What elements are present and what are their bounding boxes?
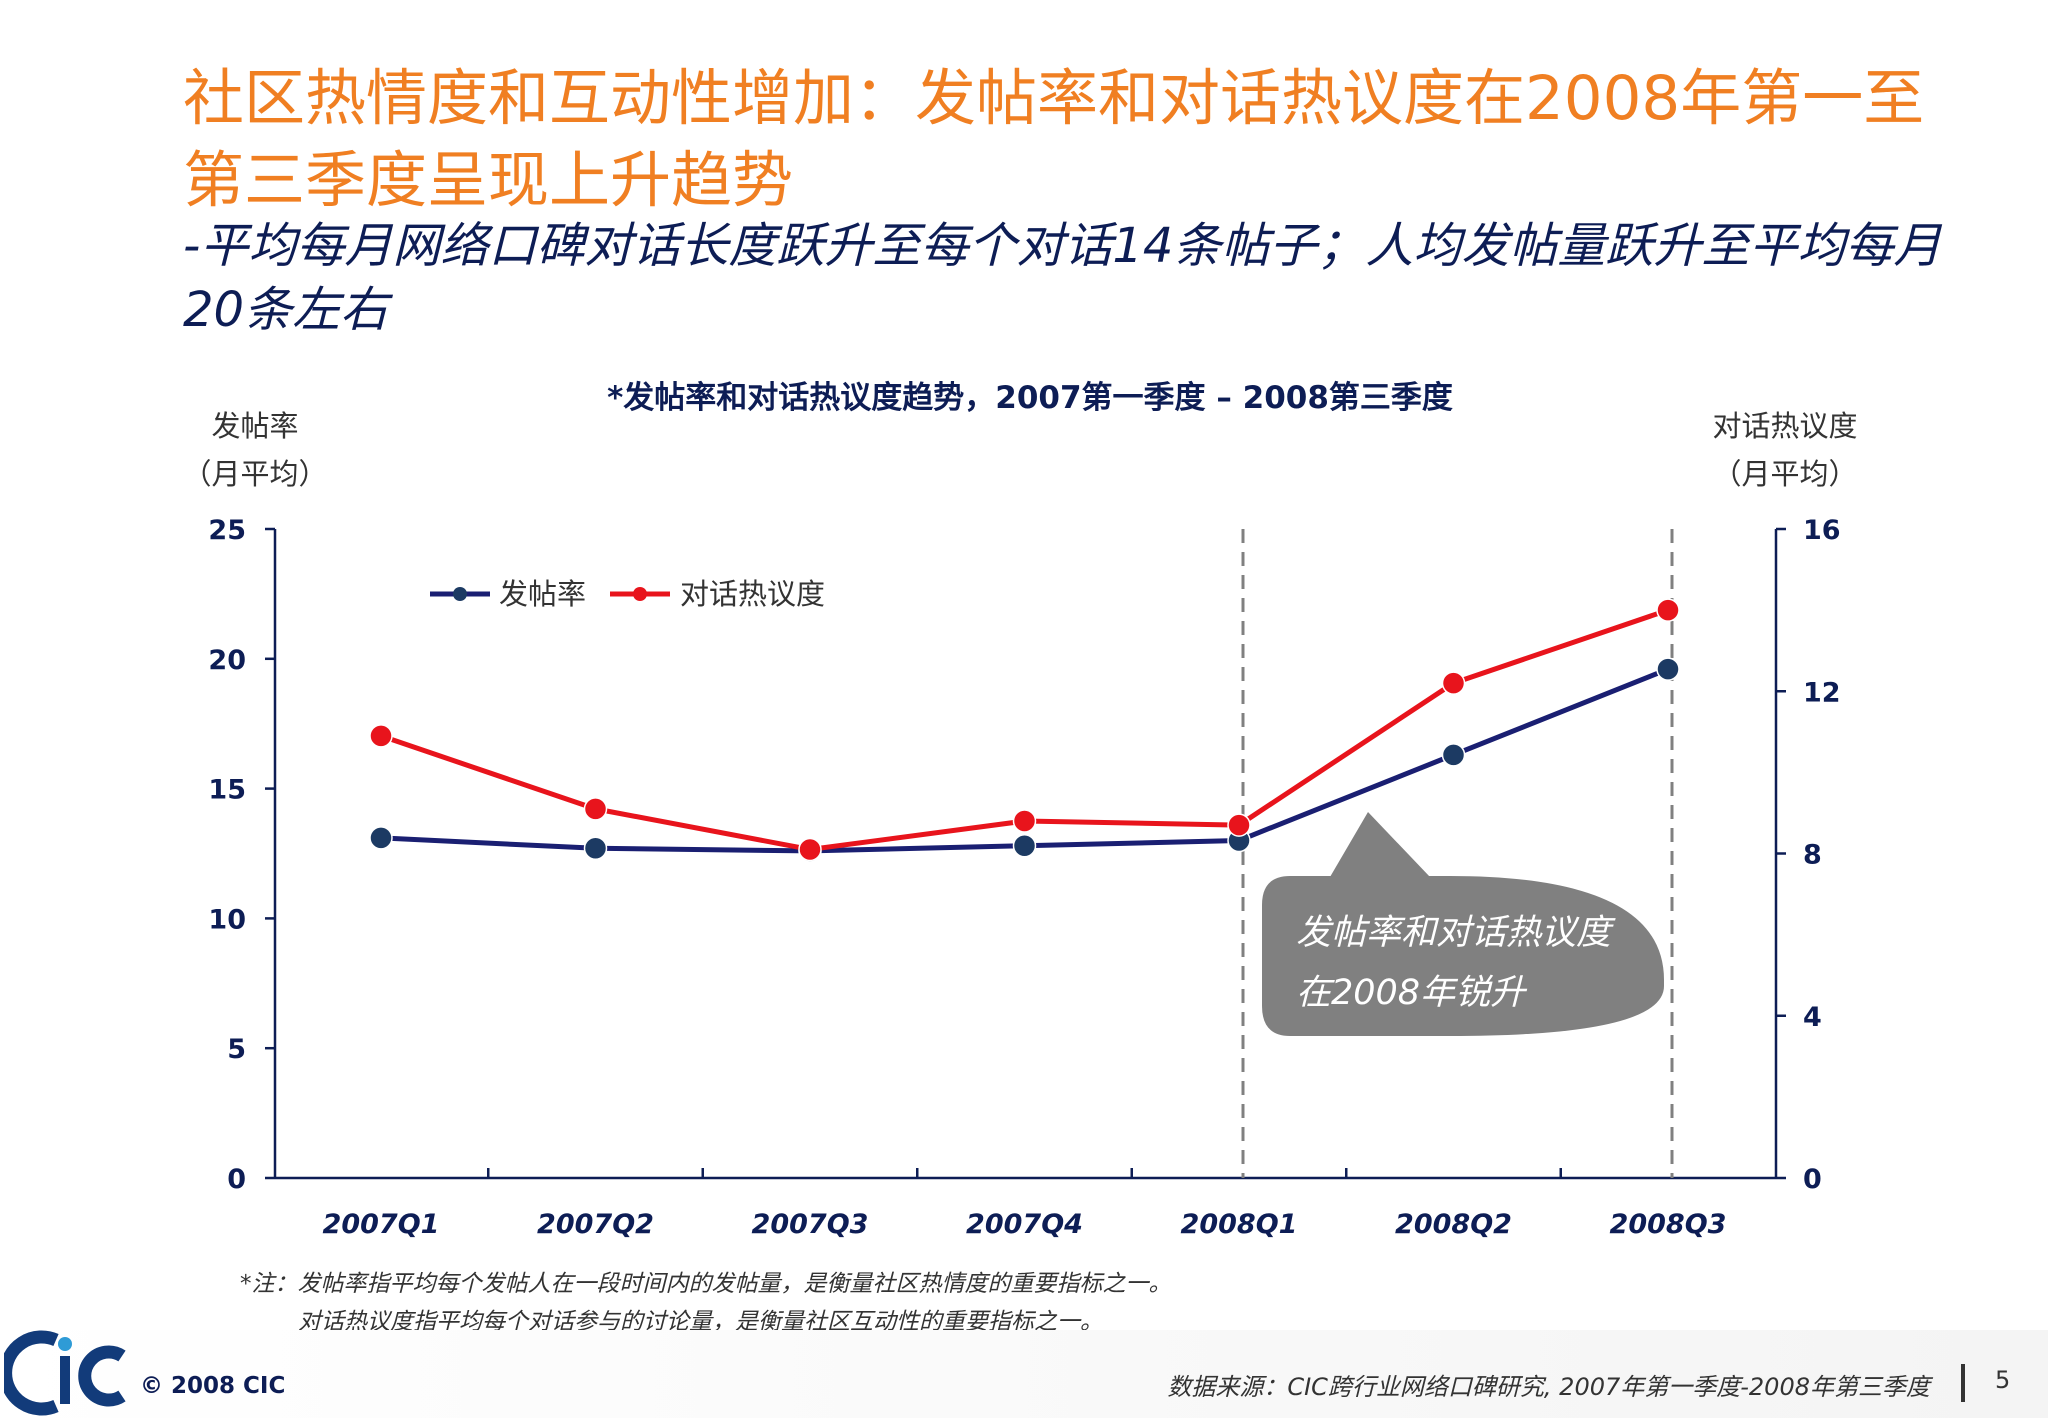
footer-bar: [0, 1330, 2048, 1418]
y-left-tick-label: 0: [227, 1164, 246, 1195]
legend-marker-2: [633, 587, 647, 601]
legend-label-1: 发帖率: [499, 577, 586, 611]
callout-text-line: 在2008年锐升: [1296, 973, 1528, 1013]
callout-text-line: 发帖率和对话热议度: [1296, 913, 1616, 953]
series-2-point: [1012, 809, 1037, 833]
footnote-posting-rate: *注：发帖率指平均每个发帖人在一段时间内的发帖量，是衡量社区热情度的重要指标之一…: [240, 1271, 1172, 1297]
callout-box: [1262, 876, 1664, 1036]
cic-logo: [4, 1330, 126, 1416]
x-tick-label: 2008Q3: [1610, 1209, 1727, 1240]
legend-label-2: 对话热议度: [680, 577, 825, 611]
series-1-point: [583, 836, 608, 861]
series-2-point: [1441, 671, 1466, 695]
y-right-tick-label: 4: [1803, 1002, 1822, 1033]
y-right-tick-label: 12: [1803, 677, 1841, 708]
y-axis-left-label: 发帖率 （月平均）: [170, 402, 340, 498]
series-2-point: [798, 837, 822, 862]
series-2-point: [583, 797, 608, 821]
series-1-point: [369, 826, 393, 850]
x-tick-label: 2008Q2: [1395, 1209, 1512, 1240]
chart-title: *发帖率和对话热议度趋势，2007第一季度 – 2008第三季度: [607, 380, 1453, 416]
slide-subtitle: -平均每月网络口碑对话长度跃升至每个对话14条帖子；人均发帖量跃升至平均每月20…: [183, 218, 1942, 338]
series-1-point: [1656, 657, 1680, 681]
callout-pointer: [1330, 812, 1430, 877]
series-2-point: [369, 724, 393, 748]
copyright: © 2008 CIC: [140, 1373, 286, 1399]
line-chart: 0 5 10 15 20 25 0 4 8 12 16 2007Q1 2007Q2 2007Q3 2007Q…: [208, 515, 1841, 1240]
x-tick-label: 2007Q4: [966, 1209, 1083, 1240]
legend-marker-1: [453, 587, 467, 601]
y-left-tick-label: 15: [208, 775, 246, 806]
page-number: 5: [1995, 1366, 2011, 1394]
y-axis-right-subtitle: （月平均）: [1712, 457, 1858, 491]
x-tick-label: 2007Q3: [752, 1209, 869, 1240]
data-source: 数据来源：CIC跨行业网络口碑研究, 2007年第一季度-2008年第三季度: [1167, 1373, 1930, 1401]
y-left-tick-label: 20: [208, 645, 246, 676]
y-right-tick-label: 16: [1803, 515, 1841, 546]
y-axis-right-label: 对话热议度 （月平均）: [1690, 402, 1880, 498]
x-tick-label: 2008Q1: [1181, 1209, 1298, 1240]
y-left-tick-label: 5: [227, 1034, 246, 1065]
x-tick-label: 2007Q2: [537, 1209, 654, 1240]
slide-title: 社区热情度和互动性增加：发帖率和对话热议度在2008年第一至第三季度呈现上升趋势: [183, 63, 1925, 216]
page-separator: [1961, 1364, 1965, 1402]
y-axis-right-title: 对话热议度: [1712, 409, 1858, 443]
x-tick-label: 2007Q1: [323, 1209, 440, 1240]
y-axis-left-subtitle: （月平均）: [182, 457, 328, 491]
y-left-tick-label: 25: [208, 515, 246, 546]
series-1-point: [1012, 833, 1037, 858]
y-left-tick-label: 10: [208, 904, 246, 935]
y-right-tick-label: 8: [1803, 840, 1822, 871]
series-2-point: [1656, 598, 1680, 622]
y-axis-left-title: 发帖率: [211, 409, 299, 443]
y-right-tick-label: 0: [1803, 1164, 1822, 1195]
series-2-point: [1227, 813, 1251, 837]
series-1-point: [1441, 743, 1466, 767]
